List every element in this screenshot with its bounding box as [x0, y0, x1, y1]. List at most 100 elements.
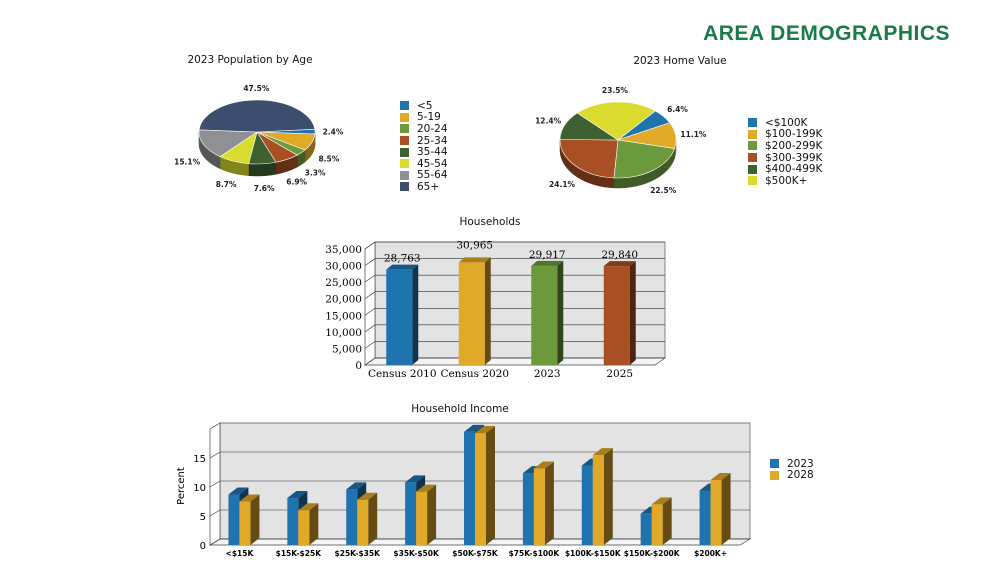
- income-bar-side: [486, 426, 495, 545]
- population-age-legend-swatch: [400, 136, 409, 146]
- home-value-legend-label: <$100K: [765, 116, 808, 129]
- income-bar-top: [239, 494, 260, 502]
- home-value-slice: [576, 101, 656, 141]
- households-value-label: 30,965: [456, 239, 493, 251]
- population-age-legend-label: <5: [417, 99, 433, 112]
- income-legend-swatch: [770, 470, 779, 480]
- population-age-slice: [198, 99, 316, 133]
- income-xtick-label: $15K-$25K: [276, 549, 323, 558]
- households-gridline: [364, 324, 665, 333]
- population-age-legend-item: 65+: [400, 181, 448, 193]
- income-bar-top: [464, 424, 484, 432]
- households-bar: [386, 269, 413, 365]
- home-value-slice-label: 6.4%: [667, 105, 688, 114]
- population-age-legend-item: 25-34: [400, 135, 448, 147]
- home-value-slice-label: 23.5%: [602, 86, 629, 95]
- income-bar-top: [416, 484, 437, 492]
- population-age-legend-swatch: [400, 147, 409, 157]
- income-xtick-label: $50K-$75K: [452, 549, 499, 558]
- income-bar-top: [592, 448, 613, 456]
- home-value-legend-item: $400-499K: [748, 163, 822, 175]
- population-age-legend-swatch: [400, 112, 409, 122]
- population-age-slice: [198, 129, 258, 157]
- households-xtick-label: 2025: [606, 368, 633, 380]
- households-gridline: [364, 357, 665, 366]
- income-title: Household Income: [411, 403, 509, 415]
- home-value-legend-item: $100-199K: [748, 128, 822, 140]
- population-age-legend-item: 5-19: [400, 111, 448, 123]
- households-bar-top: [603, 261, 636, 267]
- home-value-legend: <$100K $100-199K $200-299K $300-399K $400-49…: [748, 117, 822, 187]
- home-value-legend-label: $200-299K: [765, 139, 823, 152]
- population-age-legend-swatch: [400, 159, 409, 169]
- home-value-legend-swatch: [748, 176, 757, 186]
- population-age-legend-item: 45-54: [400, 158, 448, 170]
- income-bar: [522, 473, 534, 545]
- population-age-slice-label: 2.4%: [323, 127, 344, 136]
- population-age-slice-label: 15.1%: [174, 157, 201, 166]
- home-value-legend-item: $200-299K: [748, 140, 822, 152]
- home-value-slice-label: 12.4%: [535, 116, 562, 125]
- income-bar-side: [603, 448, 613, 545]
- income-legend-swatch: [770, 459, 779, 469]
- income-bar: [533, 468, 545, 545]
- home-value-slice-label: 11.1%: [680, 130, 707, 139]
- income-bar: [710, 480, 722, 545]
- households-title: Households: [459, 216, 521, 228]
- households-xtick-label: 2023: [534, 368, 561, 380]
- income-bar-top: [533, 461, 554, 469]
- income-legend: 2023 2028: [770, 458, 814, 481]
- home-value-legend-item: <$100K: [748, 117, 822, 129]
- income-bar: [592, 455, 604, 545]
- income-bar: [651, 504, 663, 545]
- population-age-legend-label: 25-34: [417, 134, 448, 147]
- population-age-slice-label: 6.9%: [286, 178, 307, 187]
- income-xtick-label: $25K-$35K: [335, 549, 382, 558]
- home-value-legend-label: $500K+: [765, 174, 808, 187]
- income-bar: [405, 482, 417, 545]
- population-age-slice-label: 8.7%: [216, 180, 237, 189]
- income-bar-top: [287, 491, 308, 499]
- population-age-slice-label: 7.6%: [254, 184, 275, 193]
- income-bar: [239, 501, 251, 545]
- income-xtick-label: $100K-$150K: [565, 549, 622, 558]
- income-bar: [346, 489, 358, 545]
- households-xtick-label: Census 2010: [368, 368, 437, 380]
- population-age-legend-item: 55-64: [400, 169, 448, 181]
- households-left-wall: [364, 241, 376, 366]
- income-legend-item: 2023: [770, 458, 814, 470]
- income-bar: [228, 494, 240, 545]
- households-ytick-label: 5,000: [332, 343, 362, 355]
- income-bar-top: [298, 503, 319, 511]
- income-bar: [475, 433, 486, 545]
- income-gridline: [209, 538, 750, 546]
- households-bar-top: [386, 264, 419, 270]
- population-age-title: 2023 Population by Age: [187, 54, 313, 66]
- households-bar-side: [484, 257, 491, 365]
- households-bar-side: [557, 260, 564, 365]
- population-age-legend-label: 20-24: [417, 122, 448, 135]
- income-gridline: [209, 509, 750, 517]
- income-bar-top: [405, 475, 426, 483]
- home-value-legend-item: $500K+: [748, 175, 822, 187]
- income-gridline: [209, 451, 750, 459]
- income-bar: [699, 490, 711, 545]
- households-ytick-label: 25,000: [325, 277, 362, 289]
- home-value-pie: 6.4% 11.1% 22.5% 24.1% 12.4% 23.5%: [535, 86, 707, 195]
- households-gridline: [364, 241, 665, 250]
- home-value-slice: [559, 139, 619, 179]
- households-value-label: 29,917: [529, 249, 566, 261]
- households-bar: [603, 266, 630, 365]
- households-gridline: [364, 341, 665, 349]
- population-age-slice-label: 47.5%: [243, 84, 270, 93]
- income-xtick-label: <$15K: [226, 549, 255, 558]
- income-bar-top: [710, 473, 731, 481]
- population-age-legend-label: 45-54: [417, 157, 448, 170]
- income-bar-top: [357, 492, 378, 500]
- income-bar-side: [427, 484, 437, 545]
- income-chart: 0 5 10 15 Percent <$15K $15K-$25K $25K-$35K $35K…: [176, 422, 752, 558]
- households-chart: 0 5,000 10,000 15,000 20,000 25,000 30,000 35,0…: [325, 239, 667, 380]
- income-ytick-label: 10: [193, 483, 206, 494]
- population-age-legend-item: 20-24: [400, 123, 448, 135]
- home-value-slice-label: 24.1%: [549, 180, 576, 189]
